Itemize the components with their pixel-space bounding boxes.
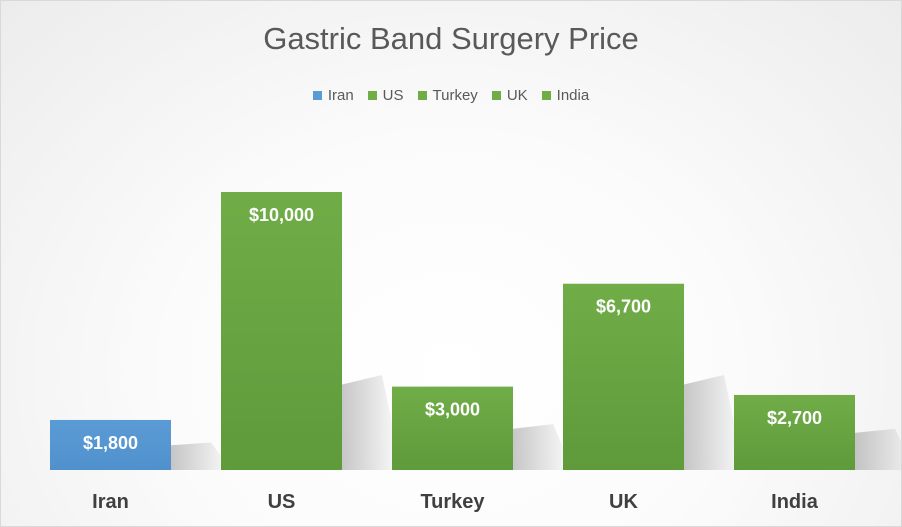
legend-swatch-india (541, 91, 551, 100)
x-tick-label-iran: Iran (92, 491, 129, 513)
x-tick-label-turkey: Turkey (420, 491, 485, 513)
legend-entry-uk: UK (491, 87, 528, 104)
legend-entry-india: India (541, 87, 590, 104)
bar-iran (50, 419, 171, 470)
data-label-india: $2,700 (767, 408, 822, 428)
legend-label-us: US (382, 87, 404, 104)
legend-label-india: India (556, 87, 590, 104)
legend-swatch-iran (312, 91, 322, 100)
bar-turkey (392, 386, 513, 470)
legend-entry-iran: Iran (312, 87, 354, 104)
bar-us (221, 192, 342, 470)
chart-title: Gastric Band Surgery Price (263, 21, 639, 56)
data-label-turkey: $3,000 (425, 400, 480, 420)
x-tick-label-india: India (771, 491, 819, 513)
legend-label-iran: Iran (327, 87, 354, 104)
data-label-us: $10,000 (249, 205, 314, 225)
legend-label-uk: UK (506, 87, 528, 104)
bar-india (734, 394, 855, 470)
data-label-iran: $1,800 (83, 433, 138, 453)
legend-entry-us: US (367, 87, 404, 104)
legend-swatch-us (367, 91, 377, 100)
legend-label-turkey: Turkey (432, 87, 478, 104)
legend: Iran US Turkey UK India (1, 87, 901, 104)
bar-shadow-turkey (513, 424, 573, 470)
legend-entry-turkey: Turkey (417, 87, 478, 104)
data-label-uk: $6,700 (596, 297, 651, 317)
legend-swatch-turkey (417, 91, 427, 100)
bar-shadow-us (342, 375, 402, 470)
bar-shadow-india (855, 428, 901, 470)
legend-swatch-uk (491, 91, 501, 100)
bar-shadow-uk (684, 375, 744, 470)
x-tick-label-uk: UK (609, 491, 638, 513)
bar-shadow-iran (171, 442, 231, 470)
x-tick-label-us: US (268, 491, 296, 513)
bar-uk (563, 283, 684, 470)
